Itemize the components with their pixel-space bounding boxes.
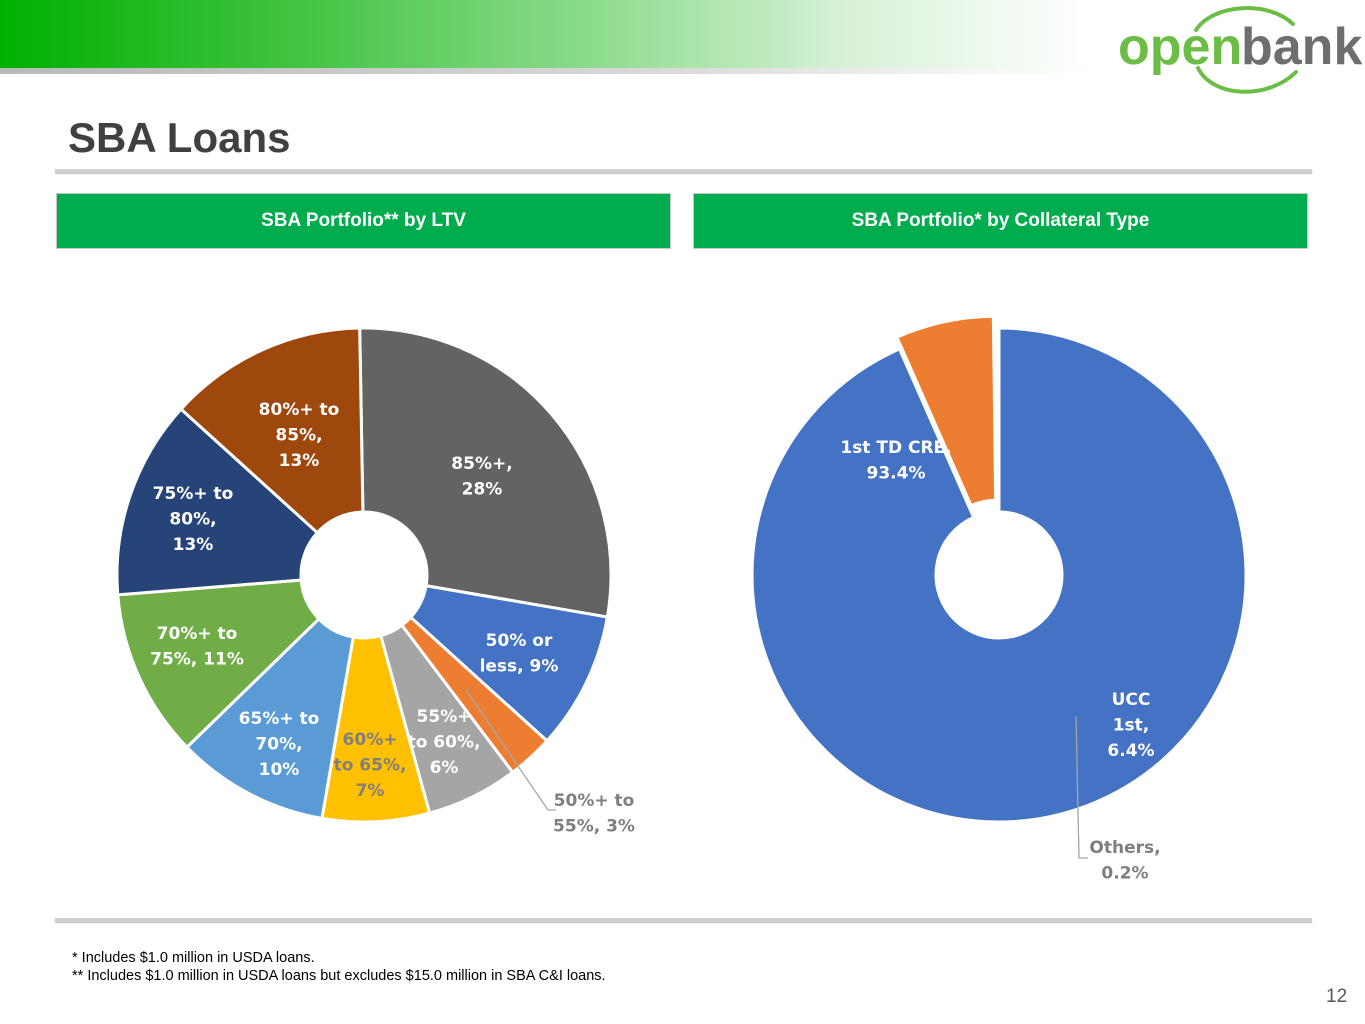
page-title: SBA Loans bbox=[68, 114, 291, 161]
slice-label-80-to-85: 80%+ to 85%, 13% bbox=[259, 400, 340, 471]
collateral-pie-chart: 1st TD CRE, 93.4% UCC 1st, 6.4% Others, 0.2% bbox=[750, 314, 1248, 884]
footnotes: * Includes $1.0 million in USDA loans. *… bbox=[72, 949, 606, 985]
pie-slice-65-to-70 bbox=[184, 616, 356, 821]
header-gradient-bar bbox=[0, 0, 1090, 68]
slice-label-70-to-75: 70%+ to 75%, 11% bbox=[150, 624, 244, 670]
slice-label-75-to-80: 75%+ to 80%, 13% bbox=[153, 484, 234, 555]
slice-label-ucc-1st: UCC 1st, 6.4% bbox=[1107, 690, 1154, 761]
slice-label-50-or-less: 50% or less, 9% bbox=[480, 631, 559, 677]
slice-label-others: Others, 0.2% bbox=[1089, 838, 1160, 884]
pie-slice-1st-td-cre bbox=[750, 326, 1248, 824]
pie-slice-others bbox=[994, 326, 1001, 514]
slice-label-65-to-70: 65%+ to 70%, 10% bbox=[239, 709, 320, 780]
footnote-usda-excludes: ** Includes $1.0 million in USDA loans b… bbox=[72, 968, 606, 984]
logo-swoosh-bottom bbox=[1196, 66, 1298, 94]
header-bar-shadow bbox=[0, 68, 1090, 74]
collateral-chart-title: SBA Portfolio* by Collateral Type bbox=[851, 210, 1150, 231]
slice-label-50-to-55: 50%+ to 55%, 3% bbox=[553, 791, 635, 837]
leader-line-50-to-55 bbox=[465, 689, 556, 811]
slice-label-55-to-60: 55%+ to 60%, 6% bbox=[408, 707, 481, 778]
collateral-chart-header: SBA Portfolio* by Collateral Type bbox=[693, 193, 1308, 249]
pie-slice-80-to-85 bbox=[178, 326, 365, 535]
ltv-chart-header: SBA Portfolio** by LTV bbox=[56, 193, 671, 249]
footer-divider bbox=[55, 918, 1312, 922]
pie-slice-75-to-80 bbox=[115, 406, 320, 597]
pie-slice-70-to-75 bbox=[116, 578, 321, 750]
slice-label-85: 85%+, 28% bbox=[451, 454, 512, 500]
leader-line-others bbox=[1075, 715, 1088, 859]
ltv-pie-chart: 85%+, 28% 50% or less, 9% 50%+ to 55%, 3% 55%+… bbox=[115, 326, 635, 837]
logo-swoosh-top bbox=[1194, 6, 1295, 32]
footnote-usda: * Includes $1.0 million in USDA loans. bbox=[72, 950, 315, 966]
logo-word-open: open bbox=[1118, 18, 1242, 76]
pie-slice-50-or-less bbox=[408, 583, 610, 744]
slice-label-1st-td-cre: 1st TD CRE, 93.4% bbox=[840, 438, 951, 484]
title-divider bbox=[55, 169, 1312, 173]
ltv-chart-title: SBA Portfolio** by LTV bbox=[261, 210, 466, 231]
page-number: 12 bbox=[1326, 986, 1348, 1007]
logo-word-bank: bank bbox=[1241, 18, 1362, 76]
openbank-logo: open bank bbox=[1118, 6, 1362, 94]
slice-label-60-to-65: 60%+ to 65%, 7% bbox=[334, 730, 407, 801]
pie-slice-ucc-1st bbox=[894, 314, 998, 508]
pie-slice-85 bbox=[358, 326, 613, 619]
